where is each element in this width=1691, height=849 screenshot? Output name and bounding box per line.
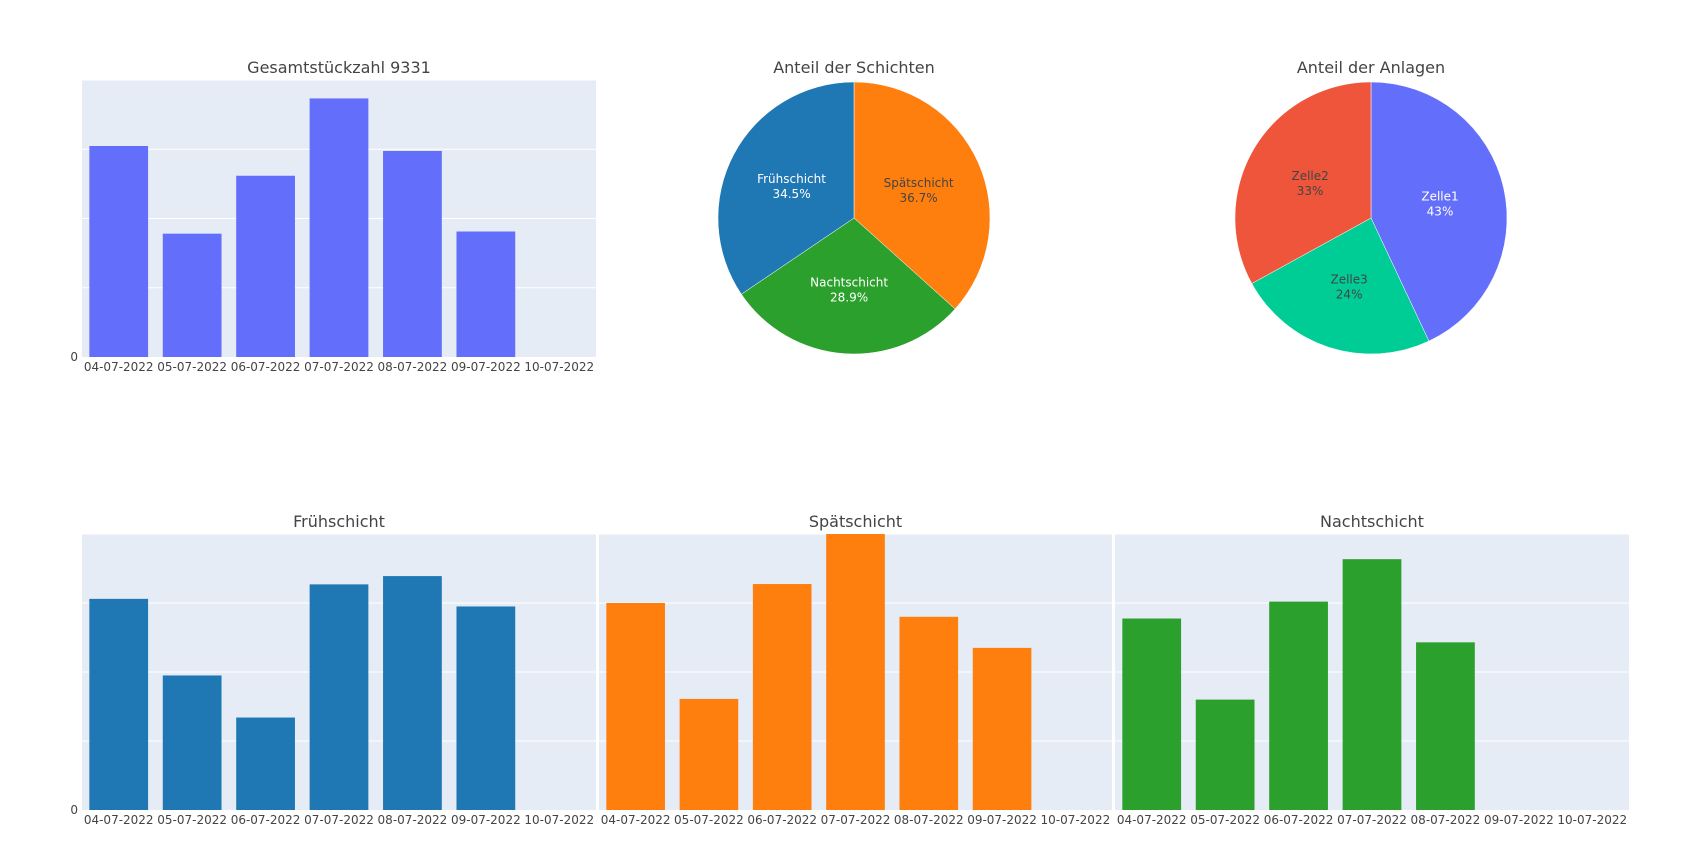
x-tick-label: 08-07-2022 [378, 813, 448, 827]
pie-slice-Zelle3 [1251, 217, 1430, 355]
x-tick-label: 10-07-2022 [524, 813, 594, 827]
x-tick-label: 09-07-2022 [1484, 813, 1554, 827]
pie-slice-Frühschicht [717, 81, 855, 295]
x-tick-label: 05-07-2022 [1190, 813, 1260, 827]
pie-slice-percent: 43% [1427, 205, 1454, 219]
bar-08-07-2022 [383, 150, 442, 357]
chart-title: Anteil der Anlagen [1297, 58, 1445, 77]
x-tick-label: 05-07-2022 [157, 360, 227, 374]
bar-09-07-2022 [972, 647, 1032, 810]
x-tick-label: 06-07-2022 [1264, 813, 1334, 827]
x-tick-label: 08-07-2022 [1411, 813, 1481, 827]
pie-slice-Zelle1 [1370, 81, 1508, 342]
x-tick-label: 04-07-2022 [84, 813, 154, 827]
x-tick-label: 05-07-2022 [674, 813, 744, 827]
x-tick-label: 06-07-2022 [747, 813, 817, 827]
bar-06-07-2022 [236, 717, 295, 810]
bar-08-07-2022 [1416, 642, 1475, 810]
x-tick-label: 09-07-2022 [451, 813, 521, 827]
x-tick-label: 10-07-2022 [1557, 813, 1627, 827]
x-tick-label: 10-07-2022 [1040, 813, 1110, 827]
bar-05-07-2022 [162, 675, 222, 810]
pie-slice-label: Zelle2 [1291, 169, 1328, 183]
bar-04-07-2022 [1122, 618, 1182, 810]
chart-title: Anteil der Schichten [773, 58, 935, 77]
chart-title: Frühschicht [293, 512, 385, 531]
pie-slice-label: Zelle3 [1330, 272, 1367, 286]
bar-06-07-2022 [752, 584, 812, 810]
x-tick-label: 07-07-2022 [821, 813, 891, 827]
x-tick-label: 07-07-2022 [304, 813, 374, 827]
bar-07-07-2022 [309, 584, 369, 810]
pie-slice-Zelle2 [1234, 81, 1372, 284]
x-tick-label: 06-07-2022 [231, 360, 301, 374]
pie-slice-percent: 28.9% [830, 291, 868, 305]
x-tick-label: 07-07-2022 [1337, 813, 1407, 827]
bar-06-07-2022 [236, 175, 295, 357]
x-tick-label: 08-07-2022 [894, 813, 964, 827]
bar-05-07-2022 [679, 698, 739, 810]
chart-title: Nachtschicht [1320, 512, 1424, 531]
x-tick-label: 08-07-2022 [378, 360, 448, 374]
bar-04-07-2022 [89, 145, 149, 357]
bar-07-07-2022 [826, 534, 885, 810]
x-tick-label: 06-07-2022 [231, 813, 301, 827]
pie-slice-percent: 24% [1336, 287, 1363, 301]
pie-slice-label: Zelle1 [1421, 190, 1458, 204]
x-tick-label: 09-07-2022 [451, 360, 521, 374]
x-tick-label: 04-07-2022 [1117, 813, 1187, 827]
chart-title: Spätschicht [809, 512, 902, 531]
chart-6: 04-07-2022 05-07-2022 06-07-2022 07-07-2022… [1115, 512, 1629, 827]
x-tick-label: 10-07-2022 [524, 360, 594, 374]
pie-slice-Nachtschicht [741, 217, 956, 355]
x-tick-label: 07-07-2022 [304, 360, 374, 374]
bar-09-07-2022 [456, 606, 516, 810]
chart-1: 04-07-2022 05-07-2022 06-07-2022 07-07-2022… [70, 58, 596, 374]
x-tick-label: 05-07-2022 [157, 813, 227, 827]
pie-slice-label: Spätschicht [884, 176, 954, 190]
pie-slice-percent: 34.5% [772, 187, 810, 201]
bar-05-07-2022 [1195, 699, 1255, 810]
bar-05-07-2022 [162, 233, 222, 357]
bar-08-07-2022 [383, 576, 442, 810]
pie-slice-percent: 36.7% [900, 191, 938, 205]
bar-04-07-2022 [606, 603, 665, 810]
y-tick-label: 0 [70, 803, 78, 817]
pie-slice-label: Nachtschicht [810, 276, 888, 290]
x-tick-label: 09-07-2022 [967, 813, 1037, 827]
pie-slice-Spätschicht [853, 81, 991, 310]
bar-06-07-2022 [1269, 601, 1328, 810]
bar-04-07-2022 [89, 598, 149, 810]
chart-title: Gesamtstückzahl 9331 [247, 58, 431, 77]
chart-5: 04-07-2022 05-07-2022 06-07-2022 07-07-2022… [599, 512, 1112, 827]
bar-08-07-2022 [899, 616, 959, 810]
bar-07-07-2022 [1342, 559, 1402, 810]
y-tick-label: 0 [70, 350, 78, 364]
bar-09-07-2022 [456, 231, 516, 357]
bar-07-07-2022 [309, 98, 369, 358]
pie-slice-percent: 33% [1297, 184, 1324, 198]
x-tick-label: 04-07-2022 [84, 360, 154, 374]
chart-4: 04-07-2022 05-07-2022 06-07-2022 07-07-2022… [70, 512, 596, 827]
x-tick-label: 04-07-2022 [601, 813, 671, 827]
pie-slice-label: Frühschicht [757, 172, 826, 186]
